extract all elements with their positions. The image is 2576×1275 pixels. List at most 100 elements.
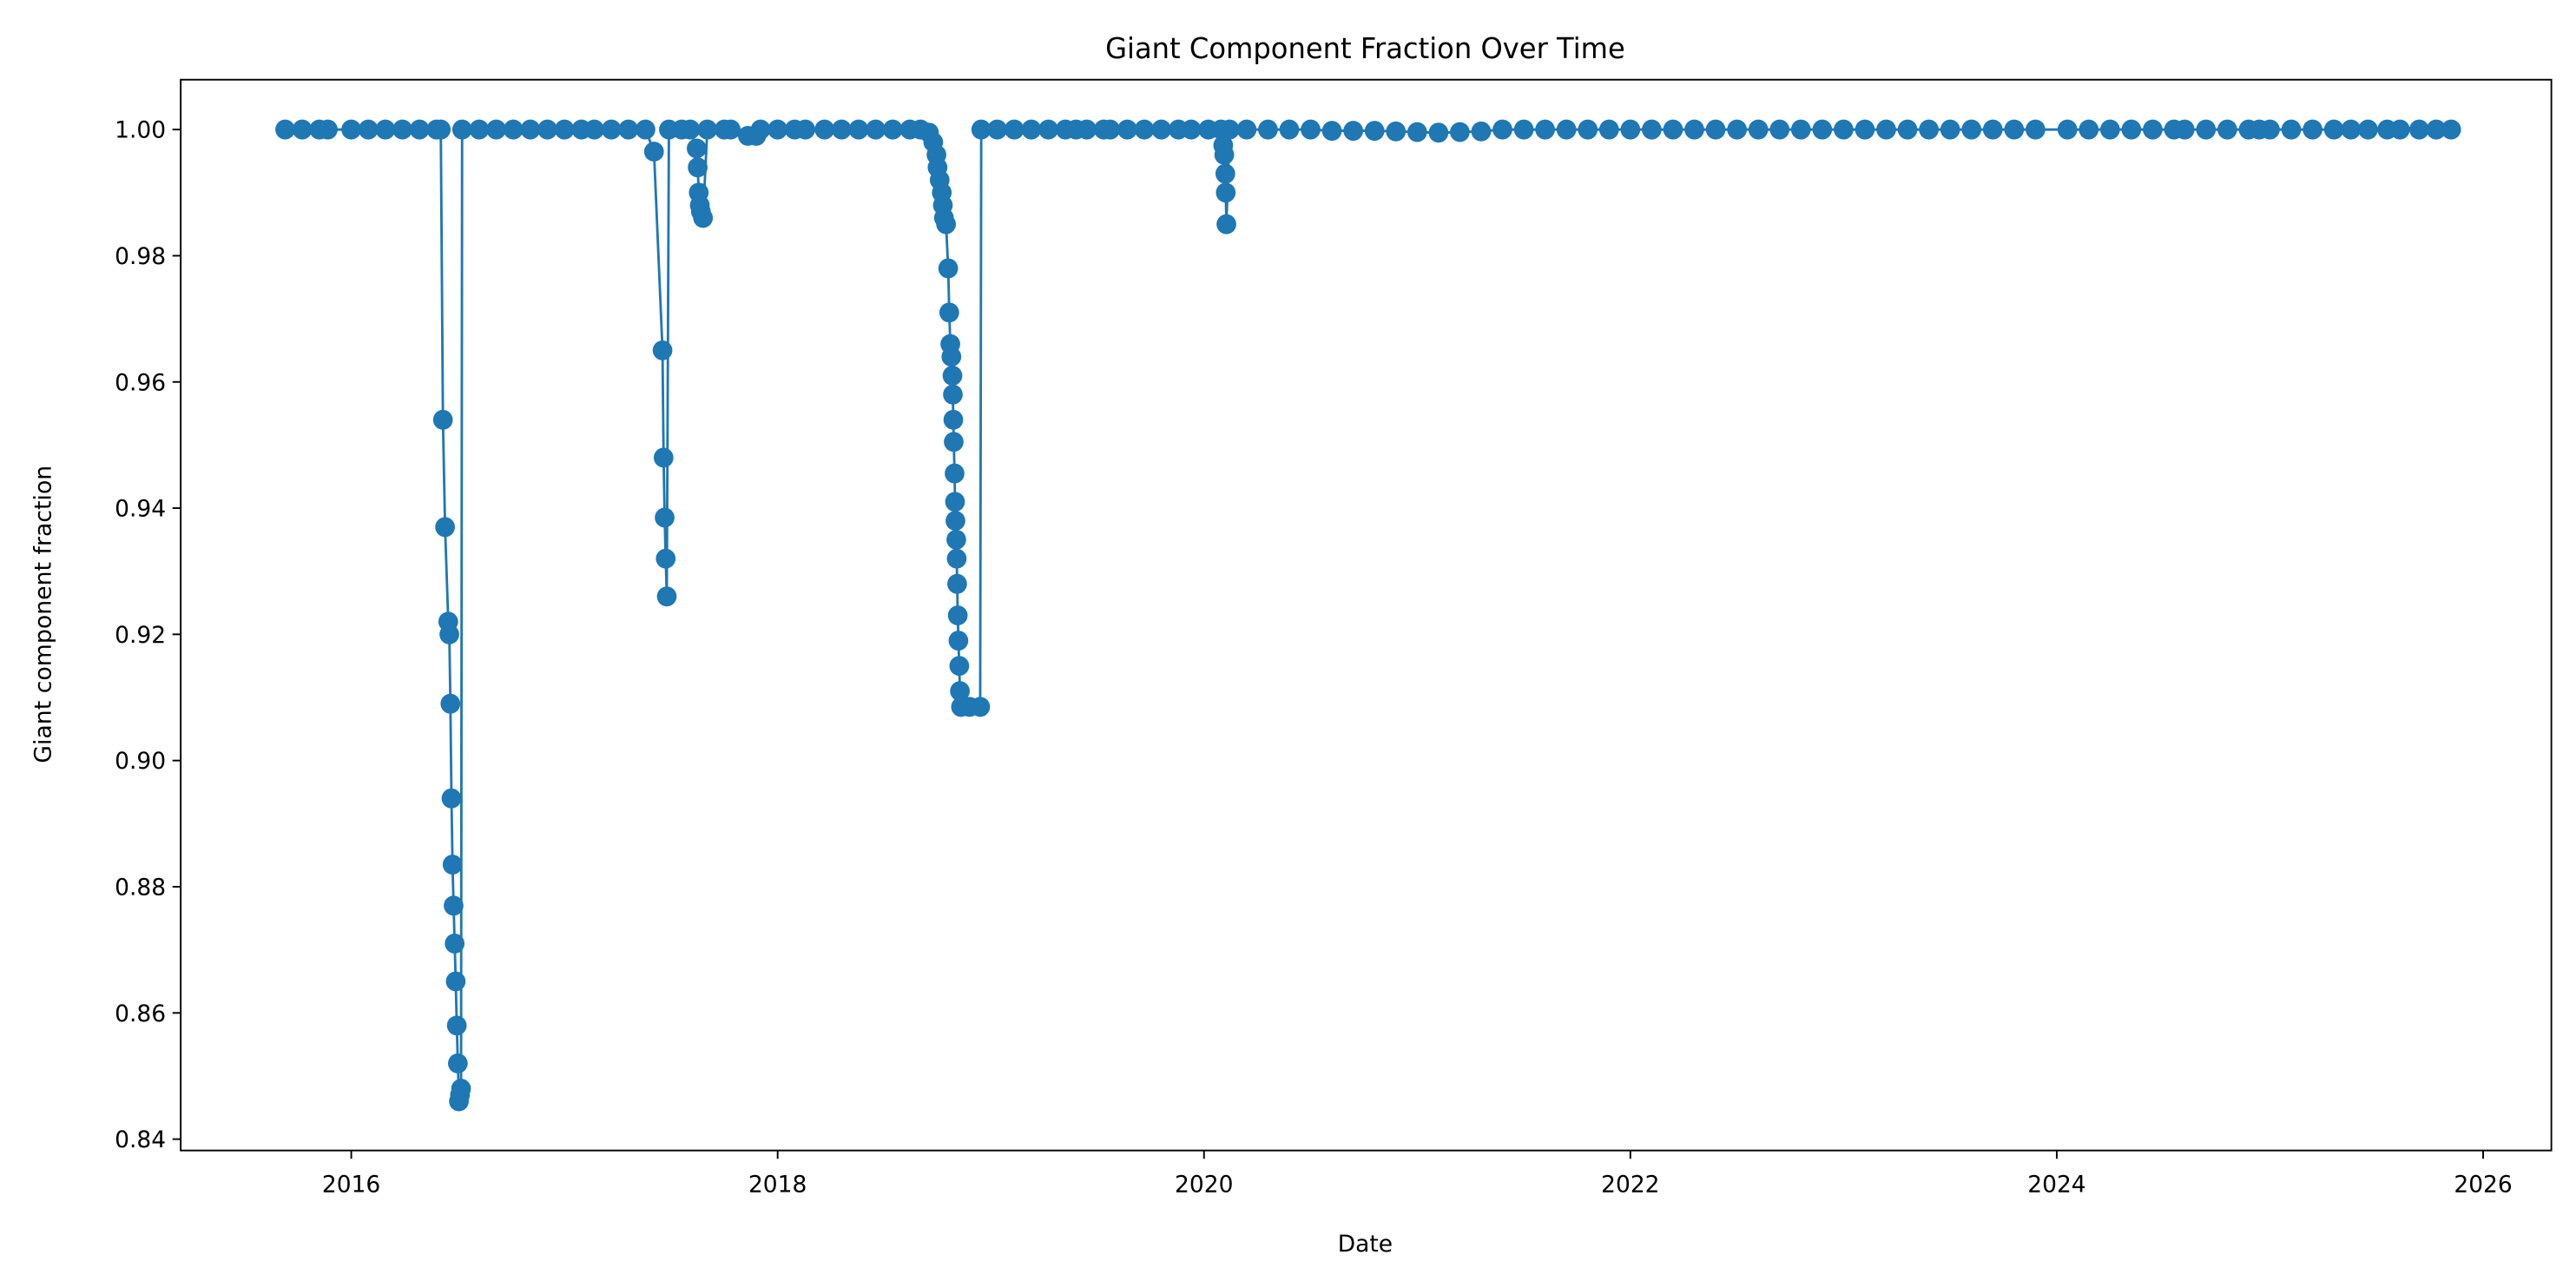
data-point — [431, 119, 451, 140]
y-tick-label: 0.98 — [115, 243, 166, 270]
x-tick-label: 2020 — [1175, 1171, 1233, 1198]
data-point — [656, 548, 676, 569]
y-tick-label: 0.96 — [115, 369, 166, 396]
data-point — [652, 340, 673, 360]
data-point — [949, 656, 970, 677]
data-point — [409, 119, 430, 140]
data-point — [2143, 119, 2163, 140]
data-point — [2174, 119, 2195, 140]
data-point — [1100, 119, 1121, 140]
data-point — [584, 119, 604, 140]
data-point — [486, 119, 506, 140]
data-point — [520, 119, 541, 140]
x-axis-label: Date — [1338, 1231, 1393, 1258]
data-point — [554, 119, 575, 140]
y-tick-label: 0.92 — [115, 622, 166, 649]
data-point — [444, 895, 464, 916]
data-point — [946, 529, 966, 550]
data-point — [1769, 119, 1790, 140]
data-point — [848, 119, 869, 140]
y-tick-label: 1.00 — [115, 117, 166, 144]
data-point — [2323, 119, 2344, 140]
data-point — [1940, 119, 1960, 140]
data-point — [971, 119, 992, 140]
data-point — [1598, 119, 1619, 140]
data-point — [942, 366, 963, 386]
data-point — [882, 119, 903, 140]
data-point — [2004, 119, 2025, 140]
data-point — [2441, 119, 2461, 140]
y-axis-label: Giant component fraction — [30, 466, 57, 763]
data-point — [1134, 119, 1155, 140]
data-point — [1812, 119, 1833, 140]
y-tick-label: 0.94 — [115, 495, 166, 522]
x-tick-label: 2016 — [322, 1171, 380, 1198]
data-point — [392, 119, 412, 140]
data-point — [1021, 119, 1042, 140]
data-point — [938, 258, 959, 279]
data-point — [2196, 119, 2217, 140]
data-point — [1216, 214, 1236, 235]
data-point — [941, 347, 962, 367]
data-point — [358, 119, 379, 140]
data-point — [680, 119, 701, 140]
x-tick-label: 2024 — [2027, 1171, 2085, 1198]
data-point — [1684, 119, 1704, 140]
data-point — [1642, 119, 1662, 140]
y-tick-label: 0.84 — [115, 1126, 166, 1153]
data-point — [795, 119, 815, 140]
data-point — [1663, 119, 1683, 140]
data-point — [943, 409, 964, 430]
data-point — [721, 119, 741, 140]
data-point — [537, 119, 557, 140]
data-point — [1038, 119, 1058, 140]
data-point — [1620, 119, 1641, 140]
data-point — [697, 119, 717, 140]
data-point — [2409, 119, 2429, 140]
data-point — [446, 1015, 467, 1036]
data-point — [1343, 121, 1364, 142]
y-tick-label: 0.88 — [115, 874, 166, 901]
data-point — [1790, 119, 1811, 140]
data-point — [636, 119, 656, 140]
data-point — [1961, 119, 1982, 140]
data-point — [1258, 119, 1278, 140]
data-point — [655, 507, 675, 528]
data-point — [1727, 119, 1747, 140]
data-point — [618, 119, 639, 140]
x-tick-label: 2026 — [2454, 1171, 2512, 1198]
data-point — [451, 119, 472, 140]
data-point — [318, 119, 338, 140]
data-point — [503, 119, 524, 140]
data-point — [445, 933, 465, 954]
data-point — [1855, 119, 1875, 140]
data-point — [448, 1053, 468, 1074]
data-point — [2260, 119, 2280, 140]
data-point — [2026, 119, 2046, 140]
data-point — [936, 214, 957, 235]
data-point — [1876, 119, 1896, 140]
data-point — [2358, 119, 2378, 140]
data-point — [1301, 119, 1321, 140]
data-point — [944, 432, 964, 453]
data-point — [1364, 121, 1385, 142]
data-point — [831, 119, 852, 140]
data-point — [1705, 119, 1726, 140]
data-point — [687, 138, 707, 159]
data-point — [1513, 119, 1534, 140]
data-point — [1181, 119, 1202, 140]
data-point — [1556, 119, 1577, 140]
data-point — [2057, 119, 2078, 140]
data-point — [341, 119, 361, 140]
data-point — [750, 119, 771, 140]
data-point — [688, 157, 708, 178]
data-point — [943, 384, 963, 405]
y-tick-label: 0.90 — [115, 748, 166, 775]
data-point — [947, 573, 967, 594]
data-point — [1748, 119, 1769, 140]
data-point — [2303, 119, 2322, 140]
data-point — [1236, 119, 1257, 140]
data-point — [442, 855, 463, 875]
